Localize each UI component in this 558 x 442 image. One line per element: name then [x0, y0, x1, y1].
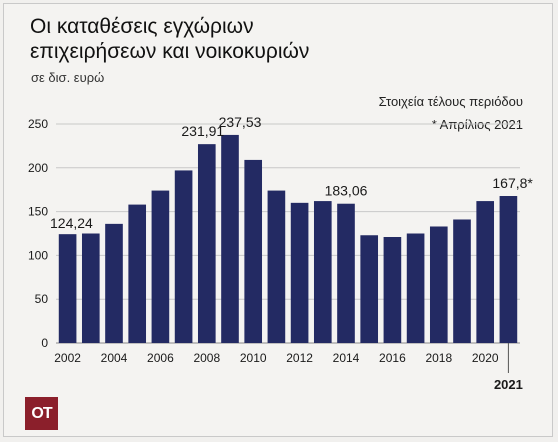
title-line-1: Οι καταθέσεις εγχώριων	[30, 15, 254, 38]
y-tick-label-250: 250	[28, 117, 48, 131]
x-tick-label-2020: 2020	[472, 351, 499, 365]
bar-2014	[337, 203, 355, 343]
x-tick-label-2008: 2008	[193, 351, 220, 365]
bar-2012	[290, 202, 309, 343]
bar-2008	[197, 144, 216, 343]
data-label-2008: 231,91	[181, 123, 224, 139]
x-tick-label-2012: 2012	[286, 351, 313, 365]
x-tick-label-2002: 2002	[54, 351, 81, 365]
bar-2002	[58, 234, 77, 343]
bar-2007	[174, 170, 193, 343]
title-line-2: επιχειρήσεων και νοικοκυριών	[30, 40, 310, 63]
bar-2015	[360, 235, 379, 343]
x-tick-label-2006: 2006	[147, 351, 174, 365]
bar-2010	[244, 159, 263, 343]
chart-title: Οι καταθέσεις εγχώριων επιχειρήσεων και …	[30, 14, 510, 64]
data-label-2009: 237,53	[219, 114, 262, 130]
x-tick-label-2016: 2016	[379, 351, 406, 365]
bar-2019	[453, 219, 471, 343]
bar-2004	[105, 223, 123, 343]
y-tick-label-100: 100	[28, 248, 48, 262]
bar-2006	[151, 190, 170, 343]
y-tick-label-50: 50	[35, 292, 49, 306]
data-label-2014: 183,06	[325, 183, 368, 199]
y-tick-label-0: 0	[41, 336, 48, 350]
x-tick-label-2018: 2018	[425, 351, 452, 365]
y-tick-label-200: 200	[28, 161, 48, 175]
data-label-2021: 167,8*	[492, 175, 533, 191]
x-tick-label-2010: 2010	[240, 351, 267, 365]
bar-2003	[81, 233, 100, 343]
x-tick-label-2021: 2021	[494, 377, 523, 392]
bar-2017	[406, 233, 425, 343]
bar-2018	[429, 226, 448, 343]
bar-2016	[383, 237, 402, 343]
x-tick-label-2004: 2004	[101, 351, 128, 365]
data-label-2002: 124,24	[50, 215, 93, 231]
bar-2005	[128, 204, 147, 343]
x-tick-label-2014: 2014	[333, 351, 360, 365]
unit-label: σε δισ. ευρώ	[31, 70, 105, 85]
bar-2009	[221, 134, 239, 343]
y-tick-label-150: 150	[28, 205, 48, 219]
bar-2011	[267, 190, 286, 343]
period-note: Στοιχεία τέλους περιόδου	[378, 94, 523, 109]
brand-logo: OT	[25, 397, 58, 430]
bar-2021	[499, 196, 518, 343]
bar-2013	[313, 201, 332, 343]
bar-2020	[476, 201, 495, 343]
